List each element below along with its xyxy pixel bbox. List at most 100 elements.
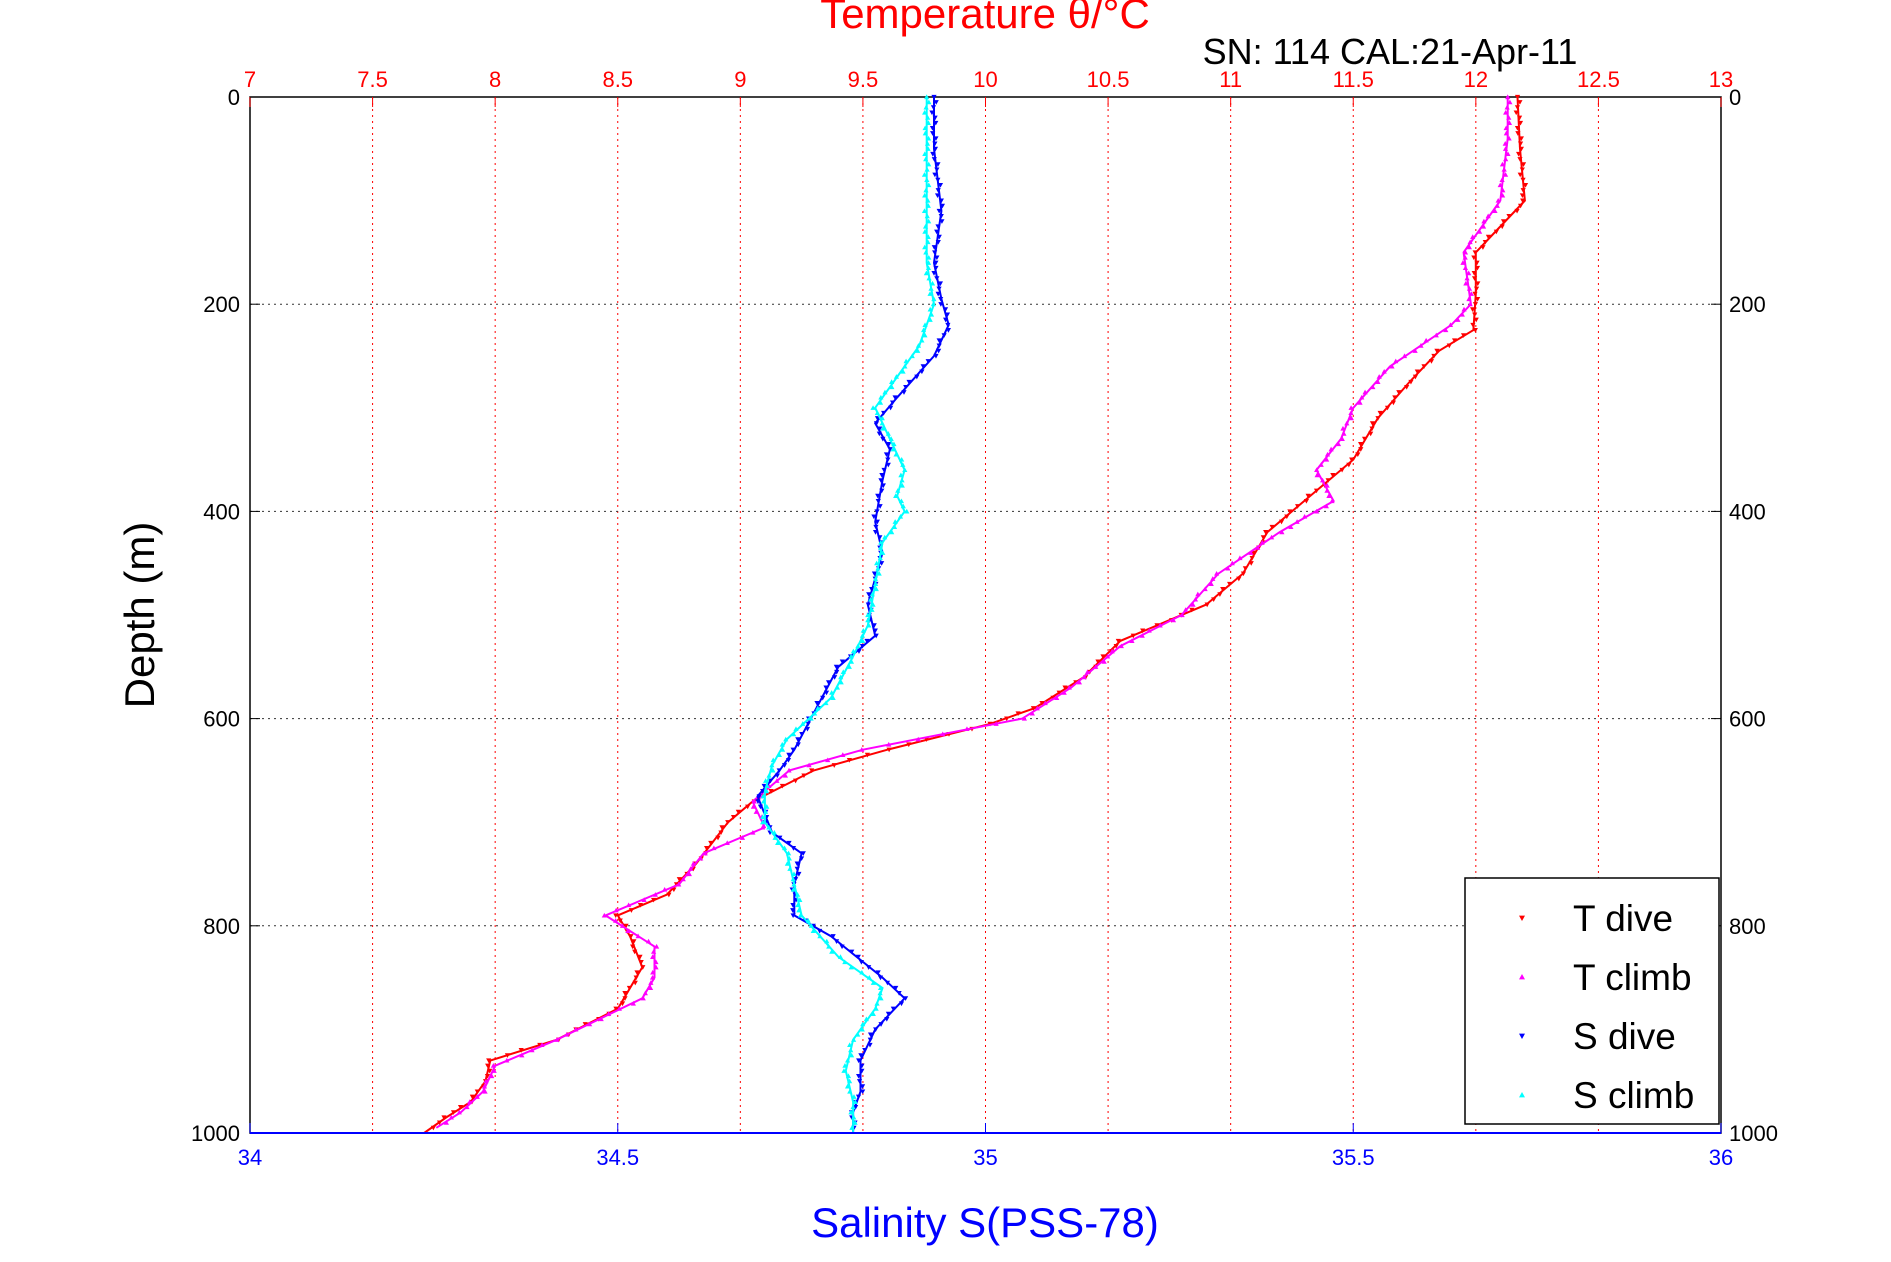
data-point xyxy=(849,949,855,955)
data-point xyxy=(927,306,933,312)
data-point xyxy=(1506,214,1512,219)
data-point xyxy=(867,1042,873,1048)
data-point xyxy=(1105,653,1111,659)
data-point xyxy=(1516,151,1522,157)
data-point xyxy=(776,768,782,773)
data-point xyxy=(860,638,866,643)
data-point xyxy=(829,949,835,954)
data-point xyxy=(764,804,770,809)
data-point xyxy=(1460,260,1466,265)
data-point xyxy=(1109,648,1115,654)
data-point xyxy=(1502,146,1509,151)
data-point xyxy=(1376,374,1382,379)
data-point xyxy=(832,675,838,680)
data-point xyxy=(856,1073,862,1079)
data-point xyxy=(885,1011,892,1017)
data-point xyxy=(698,855,704,861)
data-point xyxy=(1499,161,1506,167)
data-point xyxy=(564,1031,570,1037)
data-point xyxy=(923,187,929,193)
data-point xyxy=(945,328,951,333)
temperature-tick-label: 11 xyxy=(1219,67,1242,92)
data-point xyxy=(914,374,920,380)
data-point xyxy=(648,980,654,985)
data-point xyxy=(448,1114,454,1120)
data-point xyxy=(925,239,931,245)
data-point xyxy=(1268,534,1275,540)
data-point xyxy=(1066,684,1072,690)
data-point xyxy=(875,970,881,976)
data-point xyxy=(855,1031,861,1037)
data-point xyxy=(1507,99,1513,105)
data-point xyxy=(1236,576,1242,582)
data-point xyxy=(808,923,815,928)
data-point xyxy=(927,317,933,322)
data-point xyxy=(874,1000,880,1006)
data-point xyxy=(1369,426,1375,432)
data-point xyxy=(1517,157,1523,162)
data-point xyxy=(1518,136,1524,142)
data-point xyxy=(474,1094,480,1099)
data-point xyxy=(923,156,929,162)
data-point xyxy=(1340,425,1346,431)
data-point xyxy=(927,291,933,296)
data-point xyxy=(613,913,619,919)
data-point xyxy=(862,1048,868,1053)
data-point xyxy=(859,633,866,638)
data-point xyxy=(763,788,770,794)
data-point xyxy=(619,923,626,928)
data-point xyxy=(1392,395,1398,401)
data-point xyxy=(849,1052,855,1058)
data-point xyxy=(838,679,844,685)
data-point xyxy=(889,400,896,406)
data-point xyxy=(730,814,737,820)
data-point xyxy=(936,338,942,344)
data-point xyxy=(774,773,780,779)
data-point xyxy=(866,622,872,628)
data-point xyxy=(1015,711,1021,717)
data-point xyxy=(1287,509,1293,514)
data-point xyxy=(767,778,774,784)
data-point xyxy=(899,477,905,483)
data-point xyxy=(1314,472,1320,478)
data-point xyxy=(1248,550,1254,555)
data-point xyxy=(795,742,801,748)
data-point xyxy=(491,1068,497,1073)
data-point xyxy=(1467,301,1473,307)
data-point xyxy=(886,441,892,447)
data-point xyxy=(902,363,908,369)
data-point xyxy=(704,846,710,851)
data-point xyxy=(760,793,766,799)
depth-tick-label-right: 600 xyxy=(1729,707,1766,732)
data-point xyxy=(1039,700,1045,706)
data-point xyxy=(855,1094,862,1100)
data-point xyxy=(1504,104,1510,110)
data-point xyxy=(1314,467,1320,473)
data-point xyxy=(933,353,939,359)
data-point xyxy=(1500,219,1507,224)
data-point xyxy=(833,939,840,944)
data-point xyxy=(964,726,970,732)
data-point xyxy=(882,534,888,540)
data-point xyxy=(1462,254,1468,260)
data-point xyxy=(874,519,880,525)
legend-label: T dive xyxy=(1573,898,1673,939)
data-point xyxy=(900,368,906,374)
data-point xyxy=(641,897,647,902)
data-point xyxy=(662,886,668,892)
data-point xyxy=(900,503,906,509)
data-point xyxy=(777,835,783,841)
data-point xyxy=(1140,628,1146,634)
data-point xyxy=(1514,126,1521,131)
data-point xyxy=(635,933,641,939)
data-point xyxy=(873,524,879,530)
data-point xyxy=(1278,519,1285,525)
data-point xyxy=(1481,218,1487,224)
data-point xyxy=(870,1011,876,1016)
temperature-tick-label: 10 xyxy=(973,67,997,92)
data-point xyxy=(1466,244,1472,250)
data-point xyxy=(637,954,643,960)
y-axis-label: Depth (m) xyxy=(116,522,163,709)
data-point xyxy=(860,1021,866,1027)
legend-box xyxy=(1464,877,1720,1125)
